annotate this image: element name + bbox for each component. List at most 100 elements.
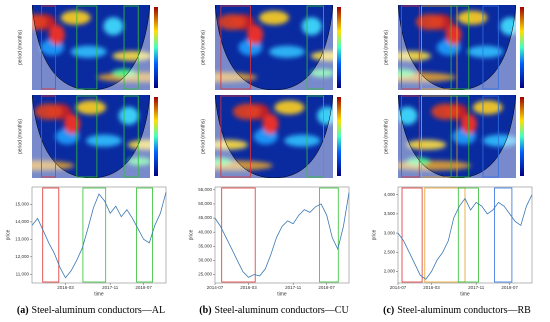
cone xyxy=(398,95,516,178)
wavelet-blob xyxy=(398,106,418,125)
highlight-box xyxy=(450,95,470,178)
y-tick-label: 25,000 xyxy=(198,272,212,277)
y-tick-label: 12,000 xyxy=(15,254,29,259)
x-axis-label: time xyxy=(460,291,470,297)
x-tick-label: 2018-07 xyxy=(318,285,335,290)
colorbar xyxy=(520,97,524,176)
y-tick-label: 50,000 xyxy=(198,201,212,206)
cone-edge xyxy=(215,5,333,90)
wavelet-map xyxy=(32,5,150,90)
wavelet-blob xyxy=(232,103,261,120)
colorbar xyxy=(154,97,158,176)
highlight-box xyxy=(306,95,324,178)
x-tick-label: 2014-07 xyxy=(207,285,224,290)
wavelet-blob xyxy=(85,134,122,147)
wavelet-map xyxy=(398,5,516,90)
wavelet-blob xyxy=(247,24,264,45)
caption-text: Steel-aluminum conductors—RB xyxy=(397,305,531,316)
y-tick-label: 4,000 xyxy=(384,192,396,197)
cone xyxy=(398,5,516,90)
highlight-box xyxy=(76,5,98,90)
wavelet-blob xyxy=(274,100,305,115)
colorbar xyxy=(154,7,158,88)
caption-text: Steel-aluminum conductors—CU xyxy=(215,305,350,316)
wavelet-blob xyxy=(398,51,431,61)
caption: (b) Steel-aluminum conductors—CU xyxy=(199,305,349,316)
highlight-box xyxy=(136,187,154,283)
x-tick-label: 2018-07 xyxy=(501,285,518,290)
wavelet-blob xyxy=(431,103,460,120)
y-tick-label: 45,000 xyxy=(198,215,212,220)
price-line xyxy=(214,192,350,278)
highlight-box xyxy=(401,187,423,283)
wavelet-y-label: period (months) xyxy=(17,30,23,65)
caption-label: (a) xyxy=(17,305,29,316)
wavelet-blob xyxy=(32,160,75,171)
wavelet-blob xyxy=(118,106,139,125)
wavelet-map xyxy=(398,95,516,178)
wavelet-blob xyxy=(301,17,322,36)
highlight-box xyxy=(41,95,56,178)
wavelet-map xyxy=(215,5,333,90)
x-tick-label: 2018-07 xyxy=(135,285,152,290)
wavelet-blob xyxy=(317,106,333,125)
wavelet-blobs xyxy=(32,10,150,83)
wavelet-blob xyxy=(457,10,488,25)
wavelet-blob xyxy=(70,45,107,58)
highlight-box xyxy=(123,5,139,90)
wavelet-y-label: period (months) xyxy=(17,119,23,154)
y-tick-label: 30,000 xyxy=(198,258,212,263)
wavelet-blob xyxy=(127,139,150,150)
x-tick-label: 2016-03 xyxy=(57,285,74,290)
highlight-box xyxy=(41,5,56,90)
x-tick-label: 2016-03 xyxy=(423,285,440,290)
cone xyxy=(215,5,333,90)
highlight-box xyxy=(450,5,470,90)
wavelet-y-label: period (months) xyxy=(383,30,389,65)
wavelet-blob xyxy=(482,134,516,147)
caption-text: Steel-aluminum conductors—AL xyxy=(32,305,166,316)
wavelet-blob xyxy=(34,103,63,120)
cone-edge xyxy=(398,5,516,90)
y-tick-label: 3,000 xyxy=(384,230,396,235)
y-axis-label: price xyxy=(371,229,377,240)
wavelet-blob xyxy=(127,157,150,166)
wavelet-blob xyxy=(472,100,503,115)
highlight-box xyxy=(42,187,60,283)
wavelet-blob xyxy=(60,10,91,25)
caption: (c) Steel-aluminum conductors—RB xyxy=(383,305,531,316)
y-tick-label: 35,000 xyxy=(198,243,212,248)
highlight-box xyxy=(457,187,479,283)
wavelet-blob xyxy=(112,51,150,61)
plot-frame xyxy=(31,186,167,284)
cone-edge xyxy=(215,95,333,178)
colorbar xyxy=(337,7,341,88)
highlight-box xyxy=(424,187,466,283)
price-line xyxy=(397,194,533,280)
caption-label: (c) xyxy=(383,305,394,316)
y-tick-label: 3,500 xyxy=(384,211,396,216)
wavelet-blob xyxy=(467,45,504,58)
wavelet-blob xyxy=(268,45,305,58)
plot-frame xyxy=(214,186,350,284)
wavelet-blob xyxy=(103,17,124,36)
y-tick-label: 40,000 xyxy=(198,229,212,234)
colorbar xyxy=(337,97,341,176)
x-tick-label: 2017-11 xyxy=(285,285,302,290)
highlight-box xyxy=(421,5,458,90)
wavelet-blob xyxy=(217,14,246,30)
highlight-box xyxy=(421,95,458,178)
x-tick-label: 2017-11 xyxy=(468,285,485,290)
x-tick-label: 2014-07 xyxy=(390,285,407,290)
x-tick-label: 2017-11 xyxy=(102,285,119,290)
highlight-box xyxy=(82,187,107,283)
y-tick-label: 55,000 xyxy=(198,187,212,192)
y-tick-label: 2,500 xyxy=(384,249,396,254)
wavelet-blob xyxy=(259,10,289,25)
highlight-box xyxy=(220,5,251,90)
wavelet-blob xyxy=(48,24,65,45)
cone-edge xyxy=(32,5,150,90)
plot-frame xyxy=(397,186,533,284)
highlight-box xyxy=(220,95,251,178)
